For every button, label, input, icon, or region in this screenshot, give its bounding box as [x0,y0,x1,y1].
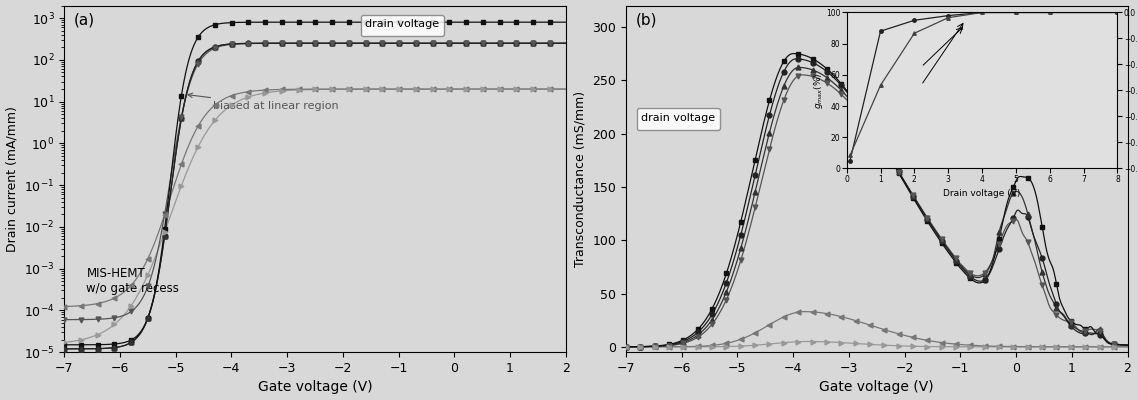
Text: MIS-HEMT
w/o gate recess: MIS-HEMT w/o gate recess [86,267,180,295]
Legend:  [360,14,443,36]
Text: (a): (a) [74,12,96,28]
Legend:  [637,108,720,130]
X-axis label: Gate voltage (V): Gate voltage (V) [258,380,372,394]
Text: biased at linear region: biased at linear region [188,93,339,111]
Y-axis label: Drain current (mA/mm): Drain current (mA/mm) [6,106,18,252]
X-axis label: Gate voltage (V): Gate voltage (V) [820,380,935,394]
Text: (b): (b) [636,12,657,28]
Y-axis label: Transconductance (mS/mm): Transconductance (mS/mm) [574,91,587,267]
